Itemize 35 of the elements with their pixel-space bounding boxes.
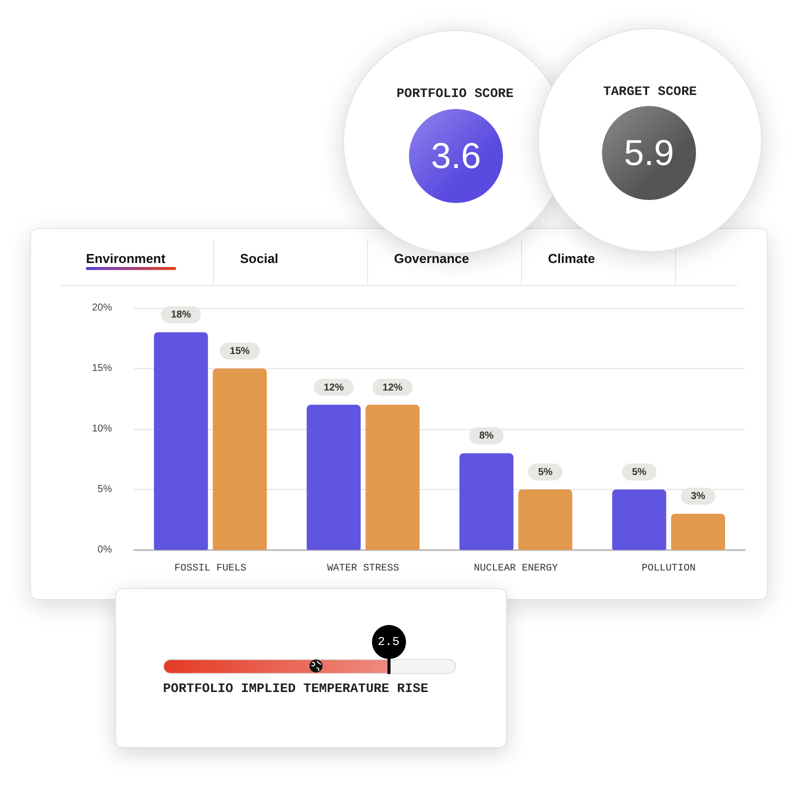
y-tick-label: 10%	[92, 424, 112, 434]
data-label: 18%	[170, 310, 192, 321]
x-tick-label: FOSSIL FUELS	[174, 564, 246, 574]
y-tick-label: 5%	[98, 484, 112, 495]
data-label: 5%	[538, 467, 553, 478]
bar	[459, 453, 514, 550]
text: PORTFOLIO SCORE	[395, 86, 515, 102]
y-tick-label: 15%	[92, 363, 112, 374]
text: Environment	[86, 251, 166, 266]
y-tick-label: 0%	[98, 544, 112, 556]
bar	[306, 404, 361, 550]
bar	[671, 514, 726, 550]
bar	[612, 490, 666, 550]
data-label: 5.9	[622, 132, 676, 174]
text: Climate	[548, 251, 595, 266]
data-label: 12%	[324, 382, 344, 394]
text: TARGET SCORE	[602, 84, 698, 100]
text: Social	[240, 251, 278, 266]
x-tick-label: WATER STRESS	[327, 564, 400, 574]
data-label: 3.6	[430, 135, 482, 177]
text: Governance	[394, 251, 470, 266]
data-label: 3%	[690, 491, 706, 502]
bar	[212, 368, 267, 550]
bar	[154, 332, 208, 550]
data-label: 12%	[382, 382, 403, 394]
y-tick-label: 20%	[92, 302, 112, 314]
bar	[518, 490, 572, 550]
x-tick-label: NUCLEAR ENERGY	[474, 564, 558, 574]
bar	[366, 404, 420, 550]
data-label: 2.5	[376, 634, 400, 650]
x-tick-label: POLLUTION	[642, 564, 696, 574]
data-label: 8%	[479, 430, 494, 442]
text: PORTFOLIO IMPLIED TEMPERATURE RISE	[163, 681, 428, 697]
data-label: 5%	[632, 467, 647, 478]
data-label: 15%	[230, 346, 250, 357]
